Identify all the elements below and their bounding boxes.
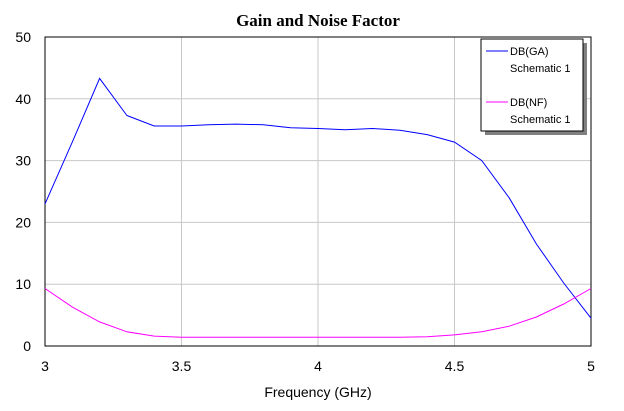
grid-lines [45,37,591,346]
series-line-db-ga [44,77,592,319]
legend-label-dbga: DB(GA) [510,46,549,58]
legend-sublabel-dbnf: Schematic 1 [510,114,571,126]
x-tick-label: 4 [314,358,322,374]
series-layer [44,77,592,338]
legend-sublabel-dbga: Schematic 1 [510,63,571,75]
y-tick-label: 10 [15,276,31,292]
y-tick-label: 30 [15,153,31,169]
y-tick-label: 20 [15,214,31,230]
y-tick-label: 0 [23,338,31,354]
x-tick-label: 3 [41,358,49,374]
y-tick-label: 40 [15,91,31,107]
x-tick-label: 5 [587,358,595,374]
x-tick-label: 3.5 [172,358,192,374]
x-tick-label: 4.5 [445,358,465,374]
series-line-db-nf [44,288,592,338]
y-tick-label: 50 [15,29,31,45]
chart-title: Gain and Noise Factor [236,11,400,30]
x-axis-label: Frequency (GHz) [264,384,371,400]
legend-box [480,38,584,132]
legend-label-dbnf: DB(NF) [510,97,547,109]
plot-area-frame [44,36,592,347]
legend: DB(GA) Schematic 1 DB(NF) Schematic 1 [480,38,587,135]
